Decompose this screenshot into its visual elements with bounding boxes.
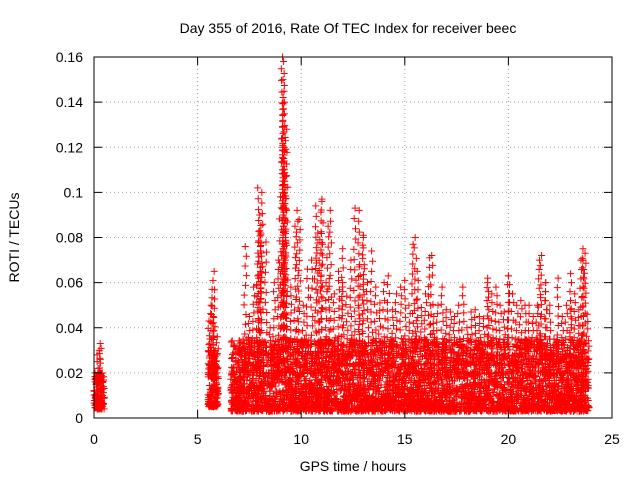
- data-point: [262, 288, 270, 296]
- data-point: [270, 279, 278, 287]
- data-point: [240, 301, 248, 309]
- data-point: [268, 362, 276, 370]
- data-points: [90, 53, 593, 415]
- data-point: [96, 340, 104, 348]
- data-point: [261, 278, 269, 286]
- data-point: [241, 281, 249, 289]
- data-point: [209, 388, 217, 396]
- data-point: [262, 258, 270, 266]
- data-point: [245, 312, 253, 320]
- data-point: [271, 382, 279, 390]
- data-point: [242, 272, 250, 280]
- data-point: [214, 383, 222, 391]
- data-point: [242, 311, 250, 319]
- data-point: [263, 248, 271, 256]
- data-point: [214, 400, 222, 408]
- data-point: [270, 324, 278, 332]
- data-point: [270, 288, 278, 296]
- data-point: [250, 309, 258, 317]
- data-point: [207, 301, 215, 309]
- data-point: [261, 268, 269, 276]
- data-point: [368, 357, 376, 365]
- data-point: [205, 381, 213, 389]
- data-point: [99, 379, 107, 387]
- data-point: [210, 267, 218, 275]
- data-point: [205, 400, 213, 408]
- data-point: [261, 298, 269, 306]
- data-point: [208, 386, 216, 394]
- data-point: [393, 341, 401, 349]
- data-point: [98, 401, 106, 409]
- data-point: [210, 403, 218, 411]
- data-point: [242, 252, 250, 260]
- data-point: [258, 188, 266, 196]
- data-point: [241, 243, 249, 251]
- data-point: [246, 327, 254, 335]
- data-point: [415, 356, 423, 364]
- data-point: [240, 291, 248, 299]
- data-point: [259, 220, 267, 228]
- data-point: [262, 238, 270, 246]
- data-point: [258, 199, 266, 207]
- data-point: [241, 262, 249, 270]
